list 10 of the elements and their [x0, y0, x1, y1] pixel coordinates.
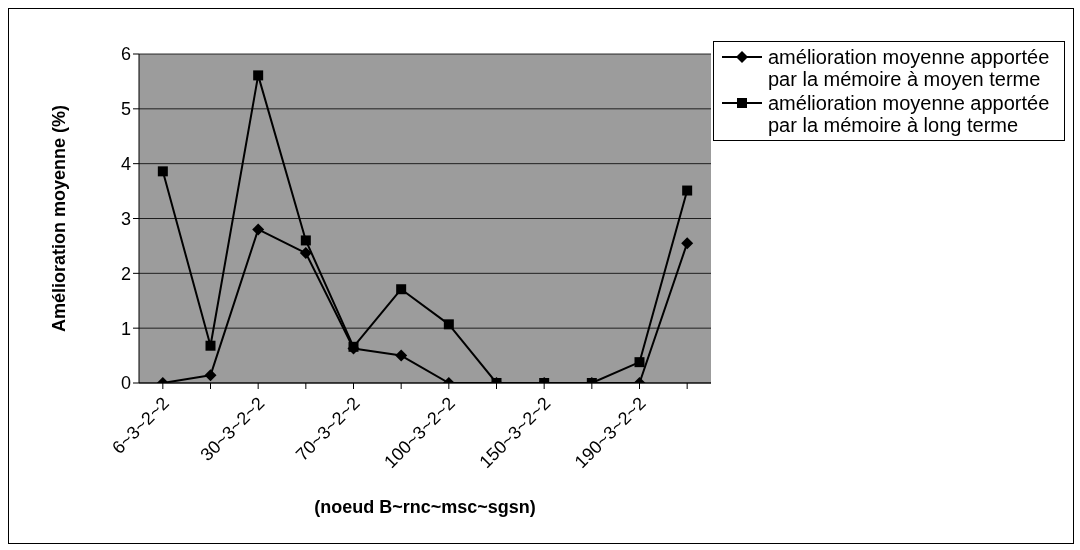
y-axis-title: Amélioration moyenne (%): [49, 104, 70, 333]
y-tick-label: 3: [120, 208, 131, 229]
y-tick-label: 1: [120, 318, 131, 339]
y-tick-label: 5: [120, 99, 131, 120]
y-tick-label: 4: [120, 154, 131, 175]
y-tick-label: 0: [120, 373, 131, 394]
y-tick-label: 2: [120, 263, 131, 284]
x-axis-title: (noeud B~rnc~msc~sgsn): [314, 497, 536, 517]
y-tick-label: 6: [120, 44, 131, 65]
legend-label: amélioration moyenne apportée par la mémoire à long terme: [768, 92, 1051, 136]
